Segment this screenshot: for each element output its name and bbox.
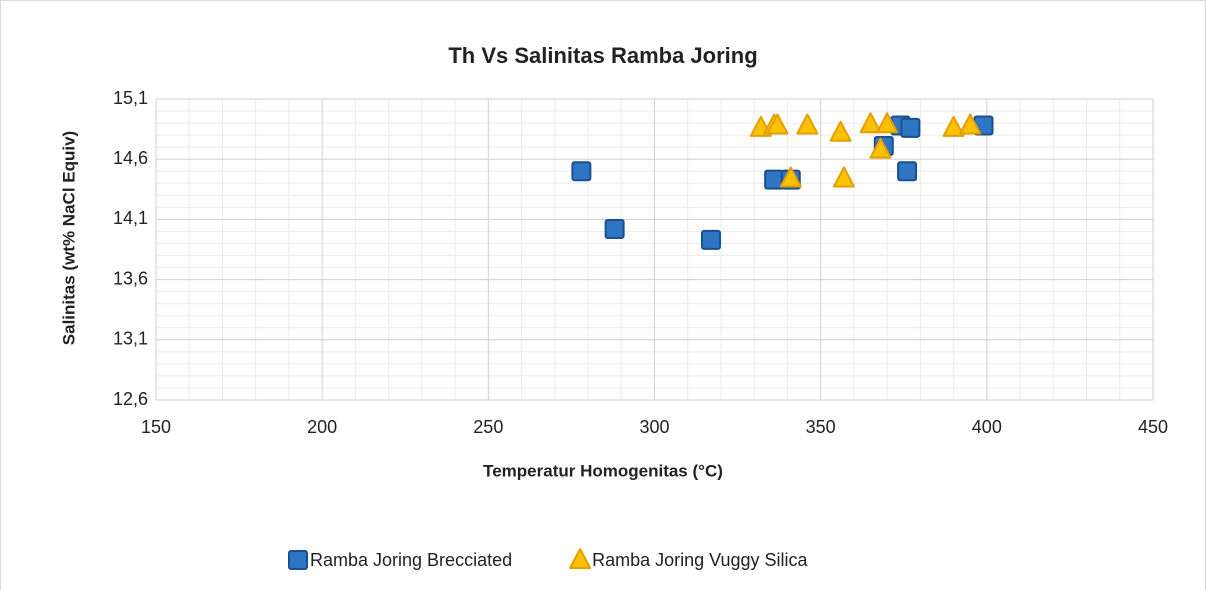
y-tick-label: 15,1	[113, 88, 148, 108]
data-point	[859, 112, 882, 134]
data-point	[571, 161, 592, 182]
data-point	[900, 117, 921, 138]
data-point	[897, 161, 918, 182]
data-point	[779, 166, 802, 188]
data-point	[876, 112, 899, 134]
x-axis-title: Temperatur Homogenitas (°C)	[483, 461, 723, 480]
y-tick-label: 13,1	[113, 329, 148, 349]
data-point	[942, 115, 965, 137]
x-tick-label: 350	[806, 417, 836, 437]
legend-marker	[569, 548, 592, 569]
y-tick-label: 14,6	[113, 148, 148, 168]
x-tick-label: 150	[141, 417, 171, 437]
data-point	[604, 219, 625, 240]
x-tick-label: 450	[1138, 417, 1168, 437]
chart-title: Th Vs Salinitas Ramba Joring	[448, 43, 757, 68]
y-tick-label: 12,6	[113, 389, 148, 409]
legend-label: Ramba Joring Vuggy Silica	[592, 550, 808, 570]
data-point	[832, 166, 855, 188]
x-tick-label: 250	[473, 417, 503, 437]
data-point	[766, 113, 789, 135]
x-tick-label: 200	[307, 417, 337, 437]
data-point	[869, 137, 892, 159]
y-axis-title: Salinitas (wt% NaCl Equiv)	[59, 131, 78, 345]
y-tick-label: 14,1	[113, 208, 148, 228]
legend-label: Ramba Joring Brecciated	[310, 550, 512, 570]
y-tick-label: 13,6	[113, 268, 148, 288]
x-tick-label: 300	[639, 417, 669, 437]
data-point	[829, 120, 852, 142]
data-point	[796, 113, 819, 135]
x-tick-label: 400	[972, 417, 1002, 437]
data-point	[700, 229, 721, 250]
legend-marker	[288, 550, 308, 570]
data-point	[959, 113, 982, 135]
